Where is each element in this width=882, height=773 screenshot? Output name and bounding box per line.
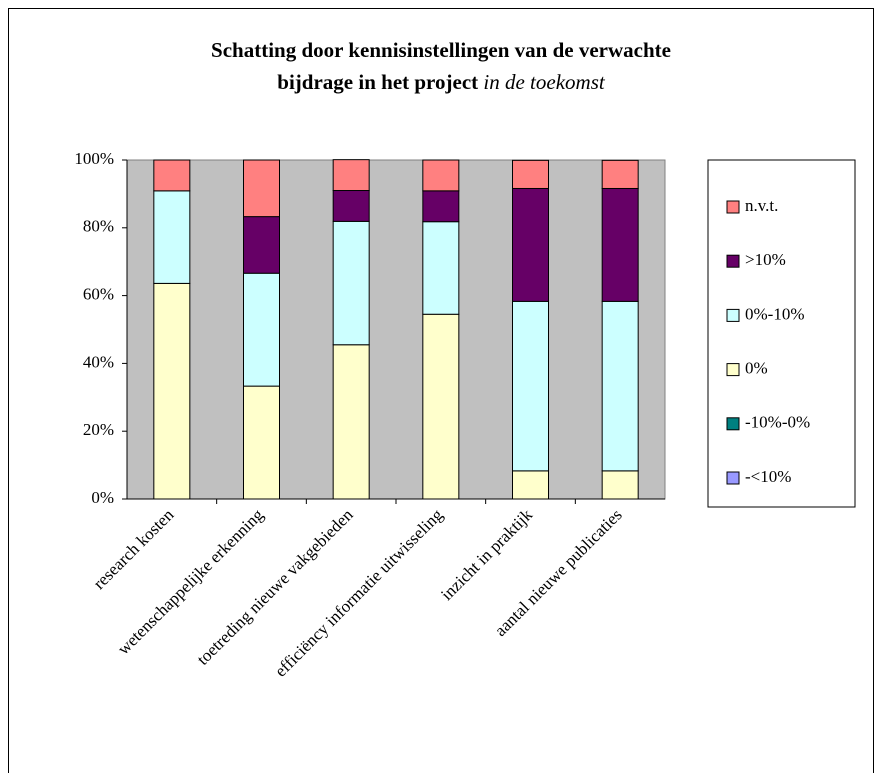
y-tick-label: 0% bbox=[91, 488, 114, 507]
y-tick-label: 40% bbox=[83, 352, 114, 371]
legend-label: 0% bbox=[745, 359, 768, 378]
bar-segment bbox=[332, 220, 370, 346]
legend-swatch bbox=[726, 417, 740, 431]
legend-swatch bbox=[726, 471, 740, 485]
plot-area bbox=[126, 159, 666, 500]
bar-segment bbox=[422, 159, 460, 192]
bar-segment bbox=[153, 282, 191, 500]
bar-segment bbox=[512, 300, 549, 472]
bar-segment bbox=[601, 300, 639, 472]
chart-title: bijdrage in het project bbox=[277, 70, 478, 94]
chart-title: Schatting door kennisinstellingen van de… bbox=[211, 38, 671, 62]
bar-segment bbox=[153, 190, 191, 284]
bar-segment bbox=[422, 221, 460, 315]
bar-segment bbox=[422, 313, 460, 500]
legend-label: -10%-0% bbox=[745, 413, 810, 432]
bar-segment bbox=[243, 159, 280, 218]
legend bbox=[707, 159, 856, 508]
bar-segment bbox=[243, 272, 280, 387]
legend-swatch bbox=[726, 363, 740, 377]
bar-segment bbox=[153, 159, 191, 192]
legend-swatch bbox=[726, 200, 740, 214]
y-tick-label: 100% bbox=[74, 149, 114, 168]
bar-segment bbox=[243, 216, 280, 274]
legend-label: >10% bbox=[745, 250, 786, 269]
y-tick-label: 80% bbox=[83, 217, 114, 236]
bar-segment bbox=[512, 159, 549, 189]
legend-label: -<10% bbox=[745, 467, 791, 486]
chart-title-emphasis: in de toekomst bbox=[483, 70, 605, 94]
bar-segment bbox=[332, 190, 370, 222]
bar-segment bbox=[512, 470, 549, 500]
legend-label: 0%-10% bbox=[745, 304, 804, 323]
bar-segment bbox=[422, 190, 460, 223]
y-tick-label: 60% bbox=[83, 285, 114, 304]
y-tick-label: 20% bbox=[83, 420, 114, 439]
bar-segment bbox=[512, 187, 549, 302]
legend-swatch bbox=[726, 254, 740, 268]
legend-label: n.v.t. bbox=[745, 196, 778, 215]
bar-segment bbox=[332, 159, 370, 192]
bar-segment bbox=[601, 159, 639, 189]
legend-swatch bbox=[726, 308, 740, 322]
bar-segment bbox=[601, 470, 639, 500]
chart-title: bijdrage in het project in de toekomst bbox=[277, 70, 606, 94]
bar-segment bbox=[332, 344, 370, 500]
bar-segment bbox=[243, 385, 280, 500]
bar-segment bbox=[601, 187, 639, 302]
